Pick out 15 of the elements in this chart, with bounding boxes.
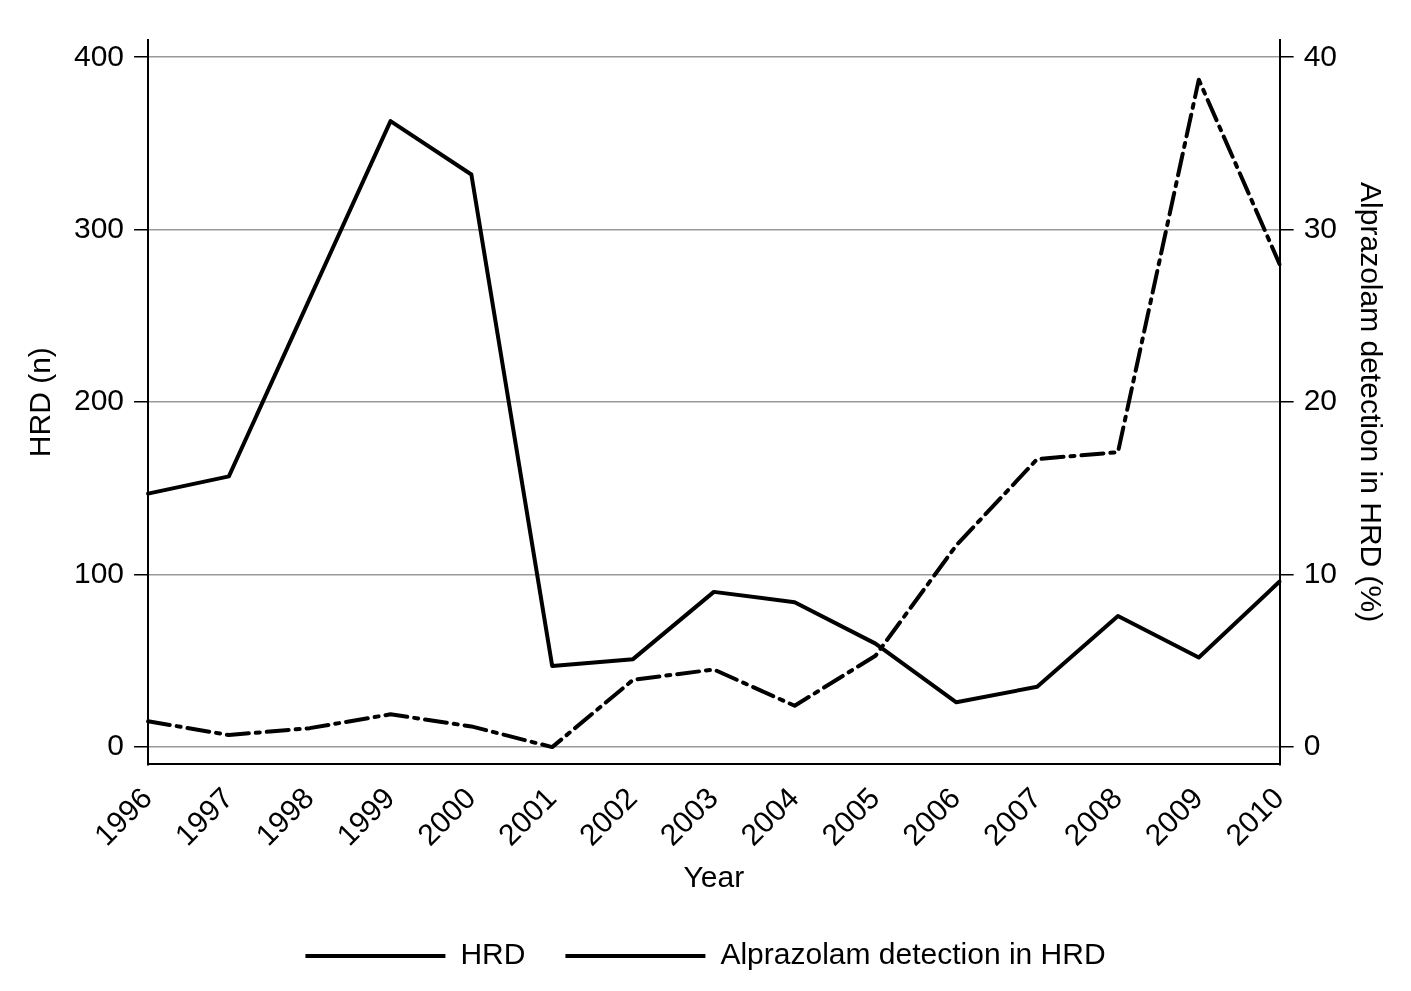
y2-axis-title: Alprazolam detection in HRD (%): [1354, 182, 1388, 623]
x-axis-title: Year: [683, 860, 745, 894]
legend-label: HRD: [460, 937, 526, 971]
y2-tick-label: 0: [1303, 728, 1321, 762]
y-axis-title: HRD (n): [23, 347, 57, 458]
y2-tick-label: 10: [1303, 555, 1338, 589]
y2-tick-label: 20: [1303, 383, 1338, 417]
y-tick-label: 0: [107, 728, 125, 762]
y2-tick-label: 30: [1303, 210, 1338, 244]
y-tick-label: 300: [73, 210, 125, 244]
y-tick-label: 100: [73, 555, 125, 589]
legend-label: Alprazolam detection in HRD: [720, 937, 1106, 971]
y-tick-label: 200: [73, 383, 125, 417]
y-tick-label: 400: [73, 38, 125, 72]
y2-tick-label: 40: [1303, 38, 1338, 72]
